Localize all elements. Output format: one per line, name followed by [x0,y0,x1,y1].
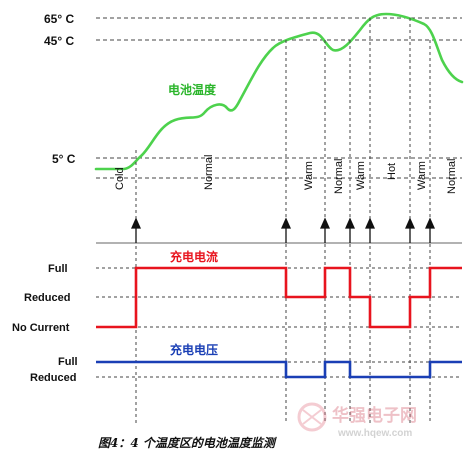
figure-caption: 图4：4 个温度区的电池温度监测 [98,436,277,450]
watermark-url: www.hqew.com [337,428,412,439]
event-arrows [130,217,436,243]
current-reduced-label: Reduced [24,292,70,304]
watermark-logo: 华强电子网 www.hqew.com [297,402,417,439]
zone-label-7: Warm [416,161,428,190]
zone-label-1: Cold [114,167,126,190]
zone-label-3: Warm [303,161,315,190]
zone-label-5: Warm [355,161,367,190]
zone-label-4: Normal [333,159,345,194]
voltage-full-label: Full [58,356,78,368]
current-full-label: Full [48,263,68,275]
temp-label-45: 45° C [44,34,74,48]
zone-label-8: Normal [446,159,458,194]
charge-current-title: 充电电流 [170,249,218,264]
charge-voltage-title: 充电电压 [170,342,218,357]
charge-current-waveform [96,266,462,329]
battery-temperature-curve [94,12,464,171]
zone-label-6: Hot [386,163,398,180]
current-none-label: No Current [12,322,70,334]
voltage-reduced-label: Reduced [30,372,76,384]
battery-temp-label: 电池温度 [168,82,217,97]
temp-label-65: 65° C [44,12,74,26]
temp-label-5: 5° C [52,152,76,166]
watermark-icon [297,402,327,432]
charge-voltage-waveform [96,360,462,379]
watermark-brand: 华强电子网 [332,405,417,425]
zone-label-2: Normal [203,155,215,190]
